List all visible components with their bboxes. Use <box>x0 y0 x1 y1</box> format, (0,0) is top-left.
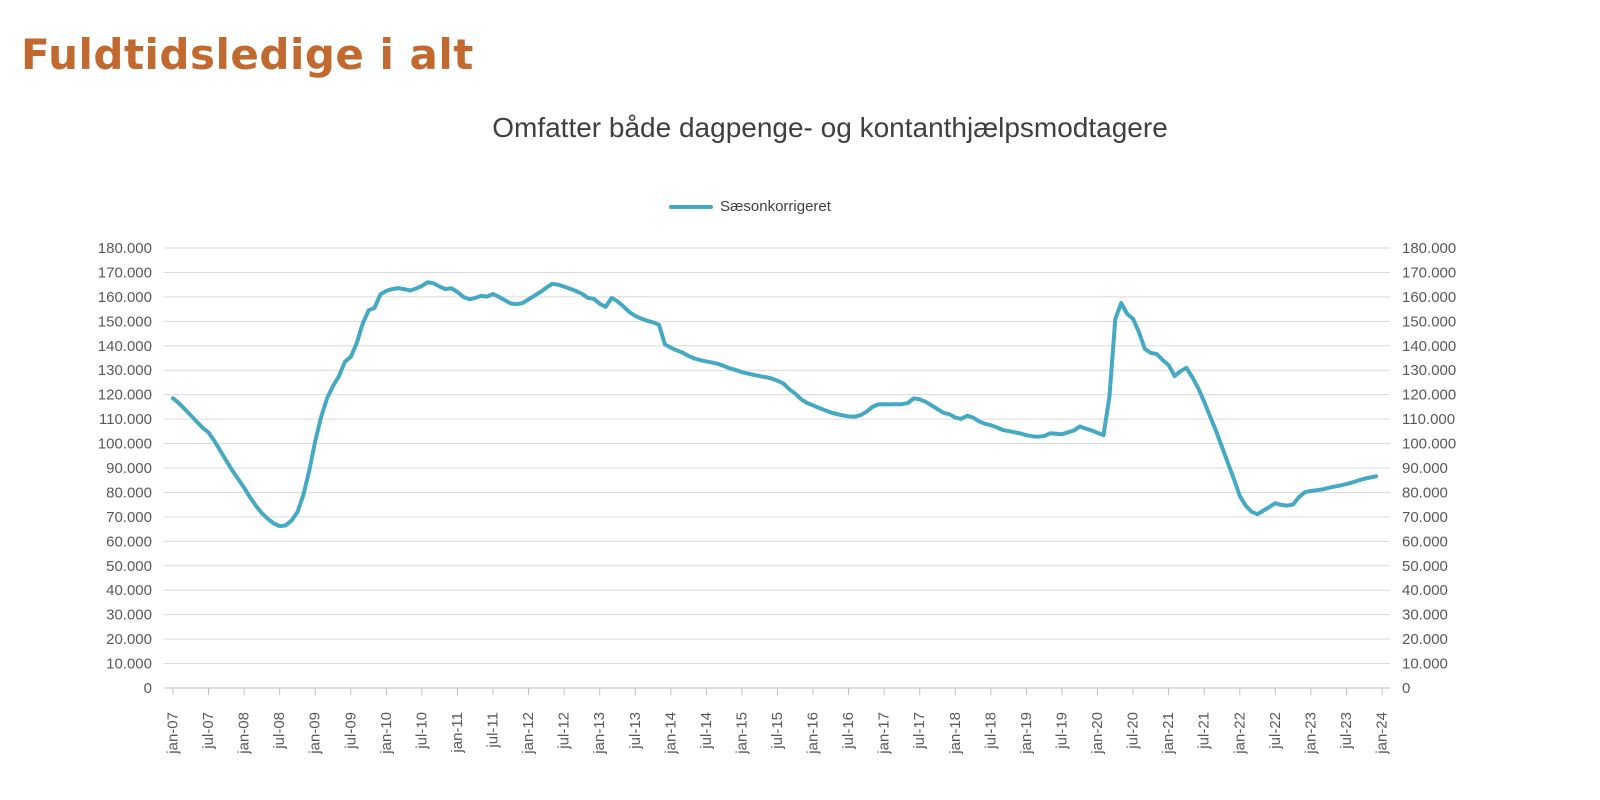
y-tick-label-left: 10.000 <box>106 656 152 673</box>
x-tick-label: jan-16 <box>805 712 822 755</box>
y-tick-label-right: 110.000 <box>1402 411 1455 428</box>
series-line <box>171 280 1379 529</box>
page-title: Fuldtidsledige i alt <box>21 30 474 79</box>
legend-line-swatch <box>669 204 714 209</box>
x-tick-label: jul-19 <box>1053 712 1070 750</box>
y-tick-label-left: 140.000 <box>98 338 152 355</box>
legend: Sæsonkorrigeret <box>165 198 1335 215</box>
x-tick-label: jan-07 <box>165 712 182 755</box>
y-tick-label-right: 160.000 <box>1402 289 1456 306</box>
x-tick-label: jan-24 <box>1374 712 1391 755</box>
x-tick-label: jul-14 <box>698 712 715 750</box>
x-tick-label: jul-16 <box>840 712 857 750</box>
y-tick-label-left: 160.000 <box>98 289 152 306</box>
x-tick-label: jul-08 <box>271 712 288 750</box>
x-tick-label: jul-13 <box>627 712 644 750</box>
y-tick-label-left: 70.000 <box>106 509 152 526</box>
y-tick-label-left: 150.000 <box>98 313 152 330</box>
y-tick-label-left: 120.000 <box>98 387 152 404</box>
y-tick-label-right: 170.000 <box>1402 264 1456 281</box>
y-tick-label-right: 60.000 <box>1402 533 1448 550</box>
y-tick-label-right: 140.000 <box>1402 338 1456 355</box>
y-tick-label-right: 80.000 <box>1402 484 1448 501</box>
y-tick-label-right: 20.000 <box>1402 631 1448 648</box>
x-tick-label: jul-22 <box>1267 712 1284 750</box>
y-tick-label-left: 20.000 <box>106 631 152 648</box>
y-tick-label-left: 0 <box>144 680 152 697</box>
y-tick-label-left: 60.000 <box>106 533 152 550</box>
y-tick-label-left: 180.000 <box>98 240 152 257</box>
x-tick-label: jan-22 <box>1231 712 1248 755</box>
x-axis-labels: jan-07 jul-07 jan-08 jul-08 jan-09 jul-09 jan-… <box>165 712 1391 755</box>
y-tick-label-right: 130.000 <box>1402 362 1456 379</box>
y-tick-label-right: 90.000 <box>1402 460 1448 477</box>
y-tick-label-right: 50.000 <box>1402 558 1448 575</box>
y-tick-label-right: 0 <box>1402 680 1410 697</box>
y-tick-label-right: 30.000 <box>1402 607 1448 624</box>
y-tick-label-left: 90.000 <box>106 460 152 477</box>
x-tick-label: jul-15 <box>769 712 786 750</box>
y-tick-label-right: 180.000 <box>1402 240 1456 257</box>
y-tick-label-left: 80.000 <box>106 484 152 501</box>
x-tick-label: jan-10 <box>378 712 395 755</box>
x-tick-label: jan-08 <box>236 712 253 755</box>
y-tick-label-right: 70.000 <box>1402 509 1448 526</box>
legend-series-label: Sæsonkorrigeret <box>720 198 831 215</box>
x-tick-label: jan-14 <box>662 712 679 755</box>
x-tick-label: jul-21 <box>1196 712 1213 750</box>
x-tick-label: jan-15 <box>733 712 750 755</box>
x-tick-label: jan-11 <box>449 712 466 754</box>
y-tick-label-left: 100.000 <box>98 436 152 453</box>
x-tick-label: jan-17 <box>876 712 893 755</box>
gridlines-group <box>164 247 1390 665</box>
x-tick-label: jul-12 <box>556 712 573 750</box>
x-tick-label: jan-23 <box>1302 712 1319 755</box>
x-tick-label: jul-18 <box>982 712 999 750</box>
x-axis-group <box>164 687 1390 695</box>
x-tick-label: jul-07 <box>200 712 217 750</box>
y-tick-label-left: 30.000 <box>106 607 152 624</box>
x-tick-label: jan-18 <box>947 712 964 755</box>
y-tick-label-left: 40.000 <box>106 582 152 599</box>
y-tick-label-right: 150.000 <box>1402 313 1456 330</box>
x-tick-label: jul-09 <box>342 712 359 750</box>
y-tick-label-right: 40.000 <box>1402 582 1448 599</box>
y-tick-label-left: 110.000 <box>99 411 152 428</box>
x-tick-label: jul-17 <box>911 712 928 750</box>
y-axis-labels-left: 0 10.000 20.000 30.000 40.000 50.000 60.000 70.… <box>98 240 152 697</box>
x-tick-label: jul-23 <box>1338 712 1355 750</box>
y-tick-label-right: 100.000 <box>1402 436 1456 453</box>
x-tick-label: jan-09 <box>307 712 324 755</box>
x-tick-label: jan-12 <box>520 712 537 755</box>
chart-title: Omfatter både dagpenge- og kontanthjælps… <box>492 112 1168 143</box>
y-tick-label-right: 10.000 <box>1402 656 1448 673</box>
y-tick-label-right: 120.000 <box>1402 387 1456 404</box>
y-tick-label-left: 50.000 <box>106 558 152 575</box>
y-tick-label-left: 170.000 <box>98 264 152 281</box>
y-axis-labels-right: 0 10.000 20.000 30.000 40.000 50.000 60.000 70.… <box>1402 240 1456 697</box>
y-tick-label-left: 130.000 <box>98 362 152 379</box>
x-tick-label: jul-10 <box>413 712 430 750</box>
x-tick-label: jul-20 <box>1125 712 1142 750</box>
x-tick-label: jan-20 <box>1089 712 1106 755</box>
x-tick-label: jan-21 <box>1160 712 1177 755</box>
x-tick-label: jan-19 <box>1018 712 1035 755</box>
x-tick-label: jan-13 <box>591 712 608 755</box>
x-tick-label: jul-11 <box>485 712 502 749</box>
